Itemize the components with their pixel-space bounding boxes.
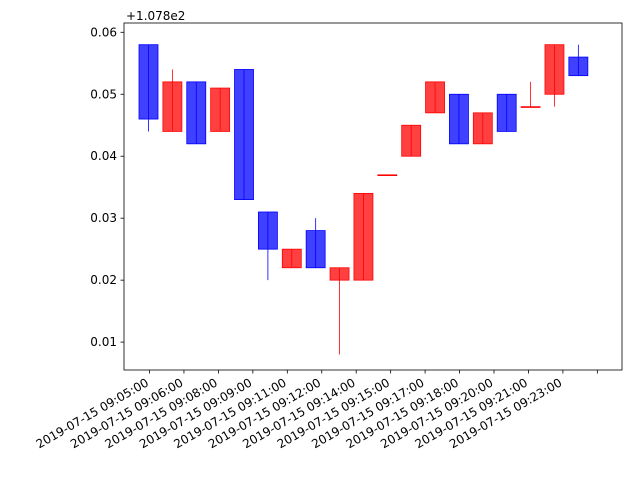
candle bbox=[520, 81, 541, 108]
candle bbox=[162, 69, 183, 132]
candle bbox=[210, 87, 231, 132]
candle bbox=[353, 193, 374, 281]
candle bbox=[401, 124, 422, 157]
y-offset-label: +1.078e2 bbox=[126, 9, 185, 23]
candle bbox=[234, 69, 254, 200]
candle bbox=[496, 93, 517, 132]
candle-body bbox=[305, 230, 326, 269]
candle-body bbox=[186, 81, 207, 145]
candle-body bbox=[162, 81, 183, 132]
candle bbox=[544, 44, 565, 107]
candle-body bbox=[138, 44, 159, 120]
y-tick-label: 0.06 bbox=[90, 25, 117, 39]
candle-body bbox=[353, 193, 374, 281]
candle-body bbox=[257, 211, 278, 250]
candle-body bbox=[234, 69, 254, 200]
candles-layer bbox=[138, 44, 589, 355]
candle-body bbox=[520, 106, 541, 108]
candle-body bbox=[329, 267, 350, 281]
y-tick-label: 0.05 bbox=[90, 87, 117, 101]
candle bbox=[257, 211, 278, 281]
candle bbox=[281, 248, 302, 269]
candle-body bbox=[401, 124, 422, 157]
candle-body bbox=[472, 112, 493, 145]
y-tick-label: 0.04 bbox=[90, 149, 117, 163]
candle bbox=[186, 81, 207, 145]
candle-body bbox=[210, 87, 231, 132]
plot-frame bbox=[123, 22, 623, 371]
candle-body bbox=[449, 93, 469, 145]
candle-body bbox=[568, 56, 589, 77]
y-axis: 0.01 0.02 0.03 0.04 0.05 0.06 bbox=[90, 25, 124, 349]
candle bbox=[305, 218, 326, 269]
candle-body bbox=[544, 44, 565, 95]
candle bbox=[472, 112, 493, 145]
candle-body bbox=[425, 81, 445, 114]
y-tick-label: 0.02 bbox=[90, 273, 117, 287]
candle bbox=[568, 44, 589, 77]
y-tick-label: 0.03 bbox=[90, 211, 117, 225]
candle-body bbox=[377, 174, 398, 177]
candle-body bbox=[281, 248, 302, 269]
candle bbox=[329, 267, 350, 355]
candle bbox=[377, 174, 398, 177]
candle-body bbox=[496, 93, 517, 132]
candle bbox=[138, 44, 159, 132]
candle bbox=[425, 81, 445, 114]
y-tick-label: 0.01 bbox=[90, 335, 117, 349]
candle bbox=[449, 93, 469, 145]
